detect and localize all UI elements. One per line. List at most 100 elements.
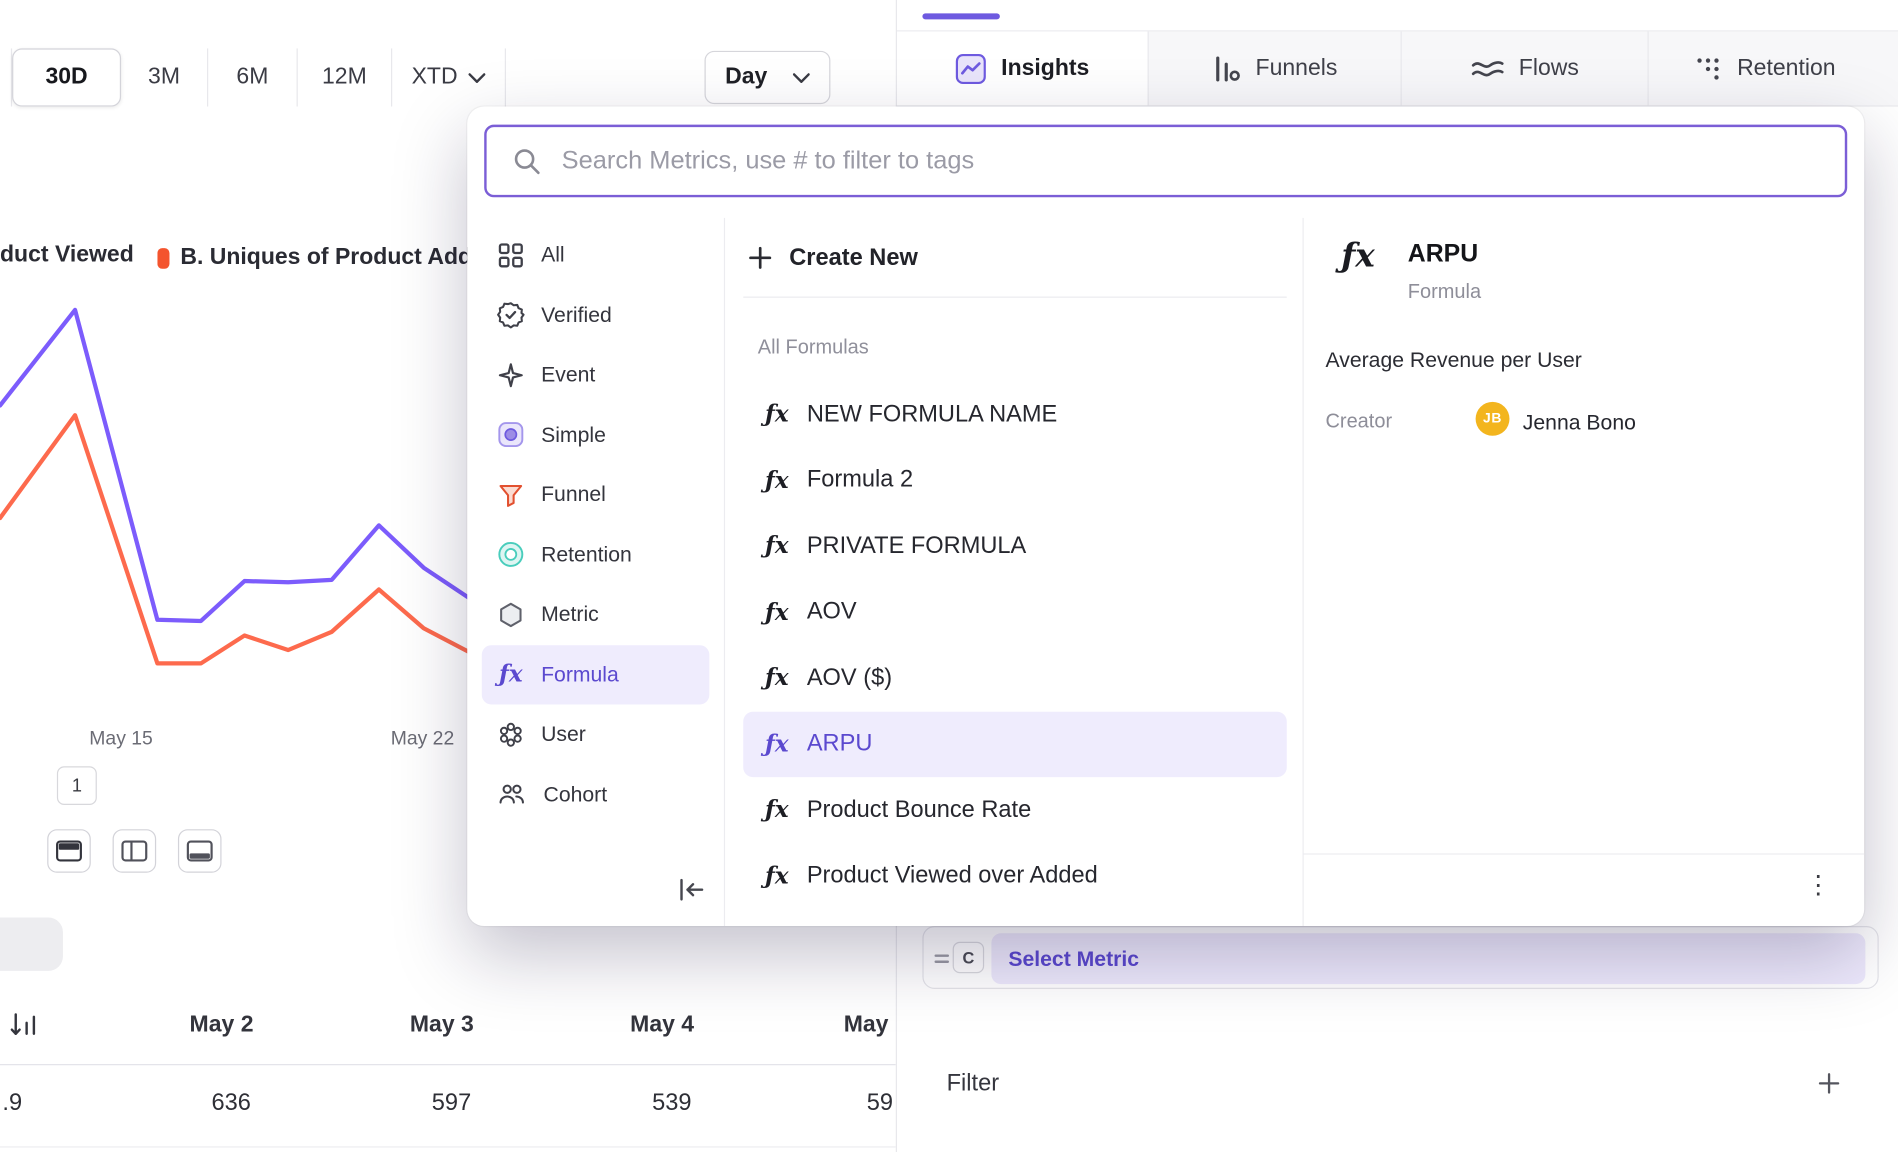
formula-name: Product Viewed over Added bbox=[806, 862, 1098, 889]
date-range-12m[interactable]: 12M bbox=[298, 48, 393, 107]
formula-name: PRIVATE FORMULA bbox=[806, 532, 1027, 559]
category-user[interactable]: User bbox=[482, 705, 710, 765]
category-label: User bbox=[541, 721, 586, 746]
grid-icon bbox=[498, 243, 523, 268]
drag-handle-icon[interactable] bbox=[933, 951, 950, 966]
horizontal-split-icon bbox=[56, 840, 82, 862]
tab-retention-label: Retention bbox=[1737, 55, 1836, 81]
category-event[interactable]: Event bbox=[482, 345, 710, 405]
tab-funnels-label: Funnels bbox=[1255, 55, 1338, 81]
detail-fx-icon: ƒx bbox=[1341, 237, 1375, 275]
search-input[interactable] bbox=[561, 127, 1845, 195]
detail-description: Average Revenue per User bbox=[1325, 347, 1582, 372]
event-spark-icon bbox=[498, 362, 523, 387]
breakdown-table: May 2 May 3 May 4 May .9 636 597 539 59 bbox=[0, 993, 896, 1152]
category-label: Event bbox=[541, 362, 596, 387]
formula-item[interactable]: ƒx PRIVATE FORMULA bbox=[743, 513, 1287, 579]
granularity-label: Day bbox=[725, 64, 768, 90]
fx-icon: ƒx bbox=[765, 400, 789, 428]
active-board-tab-indicator bbox=[922, 13, 1000, 20]
create-new-button[interactable]: Create New bbox=[743, 228, 1287, 289]
formula-name: ARPU bbox=[806, 730, 873, 757]
column-header: May 3 bbox=[409, 1011, 474, 1038]
sort-icon[interactable] bbox=[10, 1010, 41, 1039]
fx-icon: ƒx bbox=[765, 664, 789, 692]
x-tick-may15: May 15 bbox=[89, 728, 153, 750]
legend-swatch-orange bbox=[157, 247, 170, 269]
layout-toggle-bottom-panel[interactable] bbox=[177, 829, 222, 873]
formula-item[interactable]: ƒx AOV bbox=[743, 579, 1287, 645]
legend-item-b[interactable]: B. Uniques of Product Add bbox=[157, 245, 472, 272]
column-header: May 2 bbox=[189, 1011, 254, 1038]
formula-item[interactable]: ƒx Product Bounce Rate bbox=[743, 777, 1287, 843]
funnel-icon bbox=[499, 484, 523, 507]
date-range-xtd-label: XTD bbox=[411, 64, 458, 90]
category-list: All Verified Event Simple bbox=[481, 225, 710, 824]
table-cell: 59 bbox=[866, 1089, 893, 1117]
category-funnel[interactable]: Funnel bbox=[482, 465, 710, 525]
fx-icon: ƒx bbox=[765, 796, 789, 824]
date-range-xtd[interactable]: XTD bbox=[392, 48, 506, 107]
date-range-30d[interactable]: 30D bbox=[12, 48, 122, 107]
category-simple[interactable]: Simple bbox=[482, 405, 710, 465]
formula-item[interactable]: ƒx NEW FORMULA NAME bbox=[743, 381, 1287, 447]
tab-insights-label: Insights bbox=[1001, 55, 1090, 81]
fx-icon: ƒx bbox=[765, 466, 789, 494]
user-flower-icon bbox=[499, 722, 522, 747]
collapse-left-icon bbox=[680, 878, 704, 901]
tab-flows[interactable]: Flows bbox=[1400, 31, 1648, 106]
add-filter-button[interactable] bbox=[1818, 1073, 1840, 1095]
detail-title: ARPU bbox=[1407, 239, 1479, 268]
category-label: Metric bbox=[541, 601, 599, 627]
select-metric-button[interactable]: Select Metric bbox=[991, 933, 1866, 985]
layout-toggle-vertical-split[interactable] bbox=[112, 829, 157, 873]
formula-item-arpu-selected[interactable]: ƒx ARPU bbox=[743, 711, 1287, 778]
layout-toggle-horizontal-split[interactable] bbox=[47, 829, 91, 873]
vertical-split-icon bbox=[121, 840, 148, 862]
tab-funnels[interactable]: Funnels bbox=[1147, 31, 1401, 106]
tab-insights[interactable]: Insights bbox=[896, 31, 1148, 106]
formula-list: ƒx NEW FORMULA NAME ƒx Formula 2 ƒx PRIV… bbox=[743, 381, 1287, 909]
series-a-line bbox=[0, 307, 477, 624]
tab-retention[interactable]: Retention bbox=[1647, 31, 1898, 106]
cohort-people-icon bbox=[499, 784, 524, 804]
date-range-3m[interactable]: 3M bbox=[121, 48, 209, 107]
creator-avatar: JB bbox=[1475, 401, 1510, 436]
creator-name: Jenna Bono bbox=[1522, 410, 1636, 435]
chevron-down-icon bbox=[468, 72, 486, 83]
collapse-sidebar-button[interactable] bbox=[671, 872, 712, 908]
detail-kebab-menu[interactable]: ⋮ bbox=[1805, 870, 1831, 899]
create-new-label: Create New bbox=[789, 243, 918, 271]
category-all[interactable]: All bbox=[482, 225, 710, 285]
filter-section-label: Filter bbox=[946, 1070, 1000, 1097]
column-header: May 4 bbox=[630, 1011, 695, 1038]
table-cell: 597 bbox=[431, 1089, 472, 1117]
clause-letter-chip[interactable]: C bbox=[952, 941, 985, 974]
category-formula[interactable]: ƒx Formula bbox=[481, 644, 710, 705]
category-retention[interactable]: Retention bbox=[482, 525, 710, 585]
category-verified[interactable]: Verified bbox=[482, 285, 710, 345]
formula-item[interactable]: ƒx Formula 2 bbox=[743, 447, 1287, 513]
date-range-6m[interactable]: 6M bbox=[208, 48, 298, 107]
formula-item[interactable]: ƒx AOV ($) bbox=[743, 645, 1287, 711]
creator-label: Creator bbox=[1325, 410, 1393, 433]
retention-dots-icon bbox=[1697, 57, 1719, 80]
series-chip[interactable] bbox=[0, 917, 63, 971]
granularity-dropdown[interactable]: Day bbox=[704, 50, 831, 105]
formula-fx-icon: ƒx bbox=[499, 661, 523, 688]
legend-item-b-label: B. Uniques of Product Add bbox=[180, 244, 473, 270]
metric-clause-row: C Select Metric bbox=[922, 926, 1879, 989]
formula-name: Product Bounce Rate bbox=[806, 796, 1032, 823]
chart-page-button[interactable]: 1 bbox=[56, 766, 97, 805]
category-metric[interactable]: Metric bbox=[482, 585, 710, 645]
fx-icon: ƒx bbox=[765, 532, 789, 560]
legend-item-a[interactable]: duct Viewed bbox=[0, 242, 134, 268]
verified-badge-icon bbox=[497, 302, 525, 329]
formula-item[interactable]: ƒx Product Viewed over Added bbox=[743, 843, 1287, 909]
table-cell: .9 bbox=[2, 1089, 23, 1117]
formula-section-title: All Formulas bbox=[757, 336, 869, 359]
category-cohort[interactable]: Cohort bbox=[482, 764, 710, 824]
date-range-cut-cell[interactable] bbox=[0, 48, 13, 107]
